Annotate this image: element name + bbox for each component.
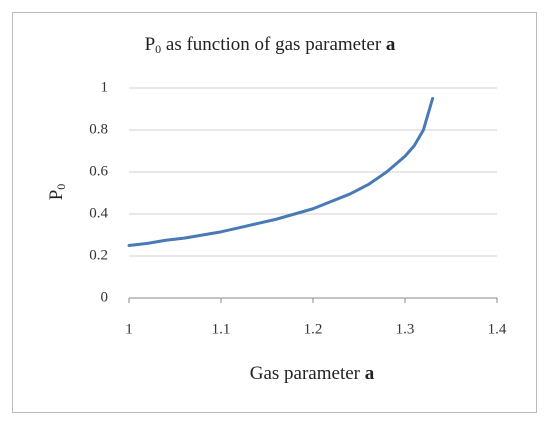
title-part: P	[145, 34, 156, 55]
y-tick-label: 1	[101, 79, 109, 95]
x-tick-label: 1.1	[212, 321, 231, 337]
title-subscript: 0	[155, 42, 161, 56]
y-tick-label: 0.6	[89, 163, 108, 179]
title-part: as function of gas parameter	[161, 34, 386, 55]
y-title-part: P	[46, 190, 67, 201]
y-tick-label: 0.8	[89, 121, 108, 137]
x-tick-label: 1.2	[304, 321, 323, 337]
x-title-part: a	[365, 363, 375, 384]
chart-frame	[12, 12, 537, 413]
y-tick-label: 0	[101, 289, 109, 305]
x-tick-label: 1	[125, 321, 133, 337]
chart-title: P0 as function of gas parameter a	[145, 34, 396, 55]
x-tick-label: 1.3	[396, 321, 415, 337]
y-axis-title: P0	[46, 184, 67, 201]
x-title-part: Gas parameter	[250, 363, 365, 384]
data-line	[127, 97, 435, 247]
y-title-subscript: 0	[54, 184, 68, 190]
title-part: a	[386, 34, 396, 55]
x-axis-title: Gas parameter a	[250, 363, 375, 384]
y-tick-label: 0.2	[89, 247, 108, 263]
y-tick-label: 0.4	[89, 205, 108, 221]
x-tick-label: 1.4	[488, 321, 507, 337]
